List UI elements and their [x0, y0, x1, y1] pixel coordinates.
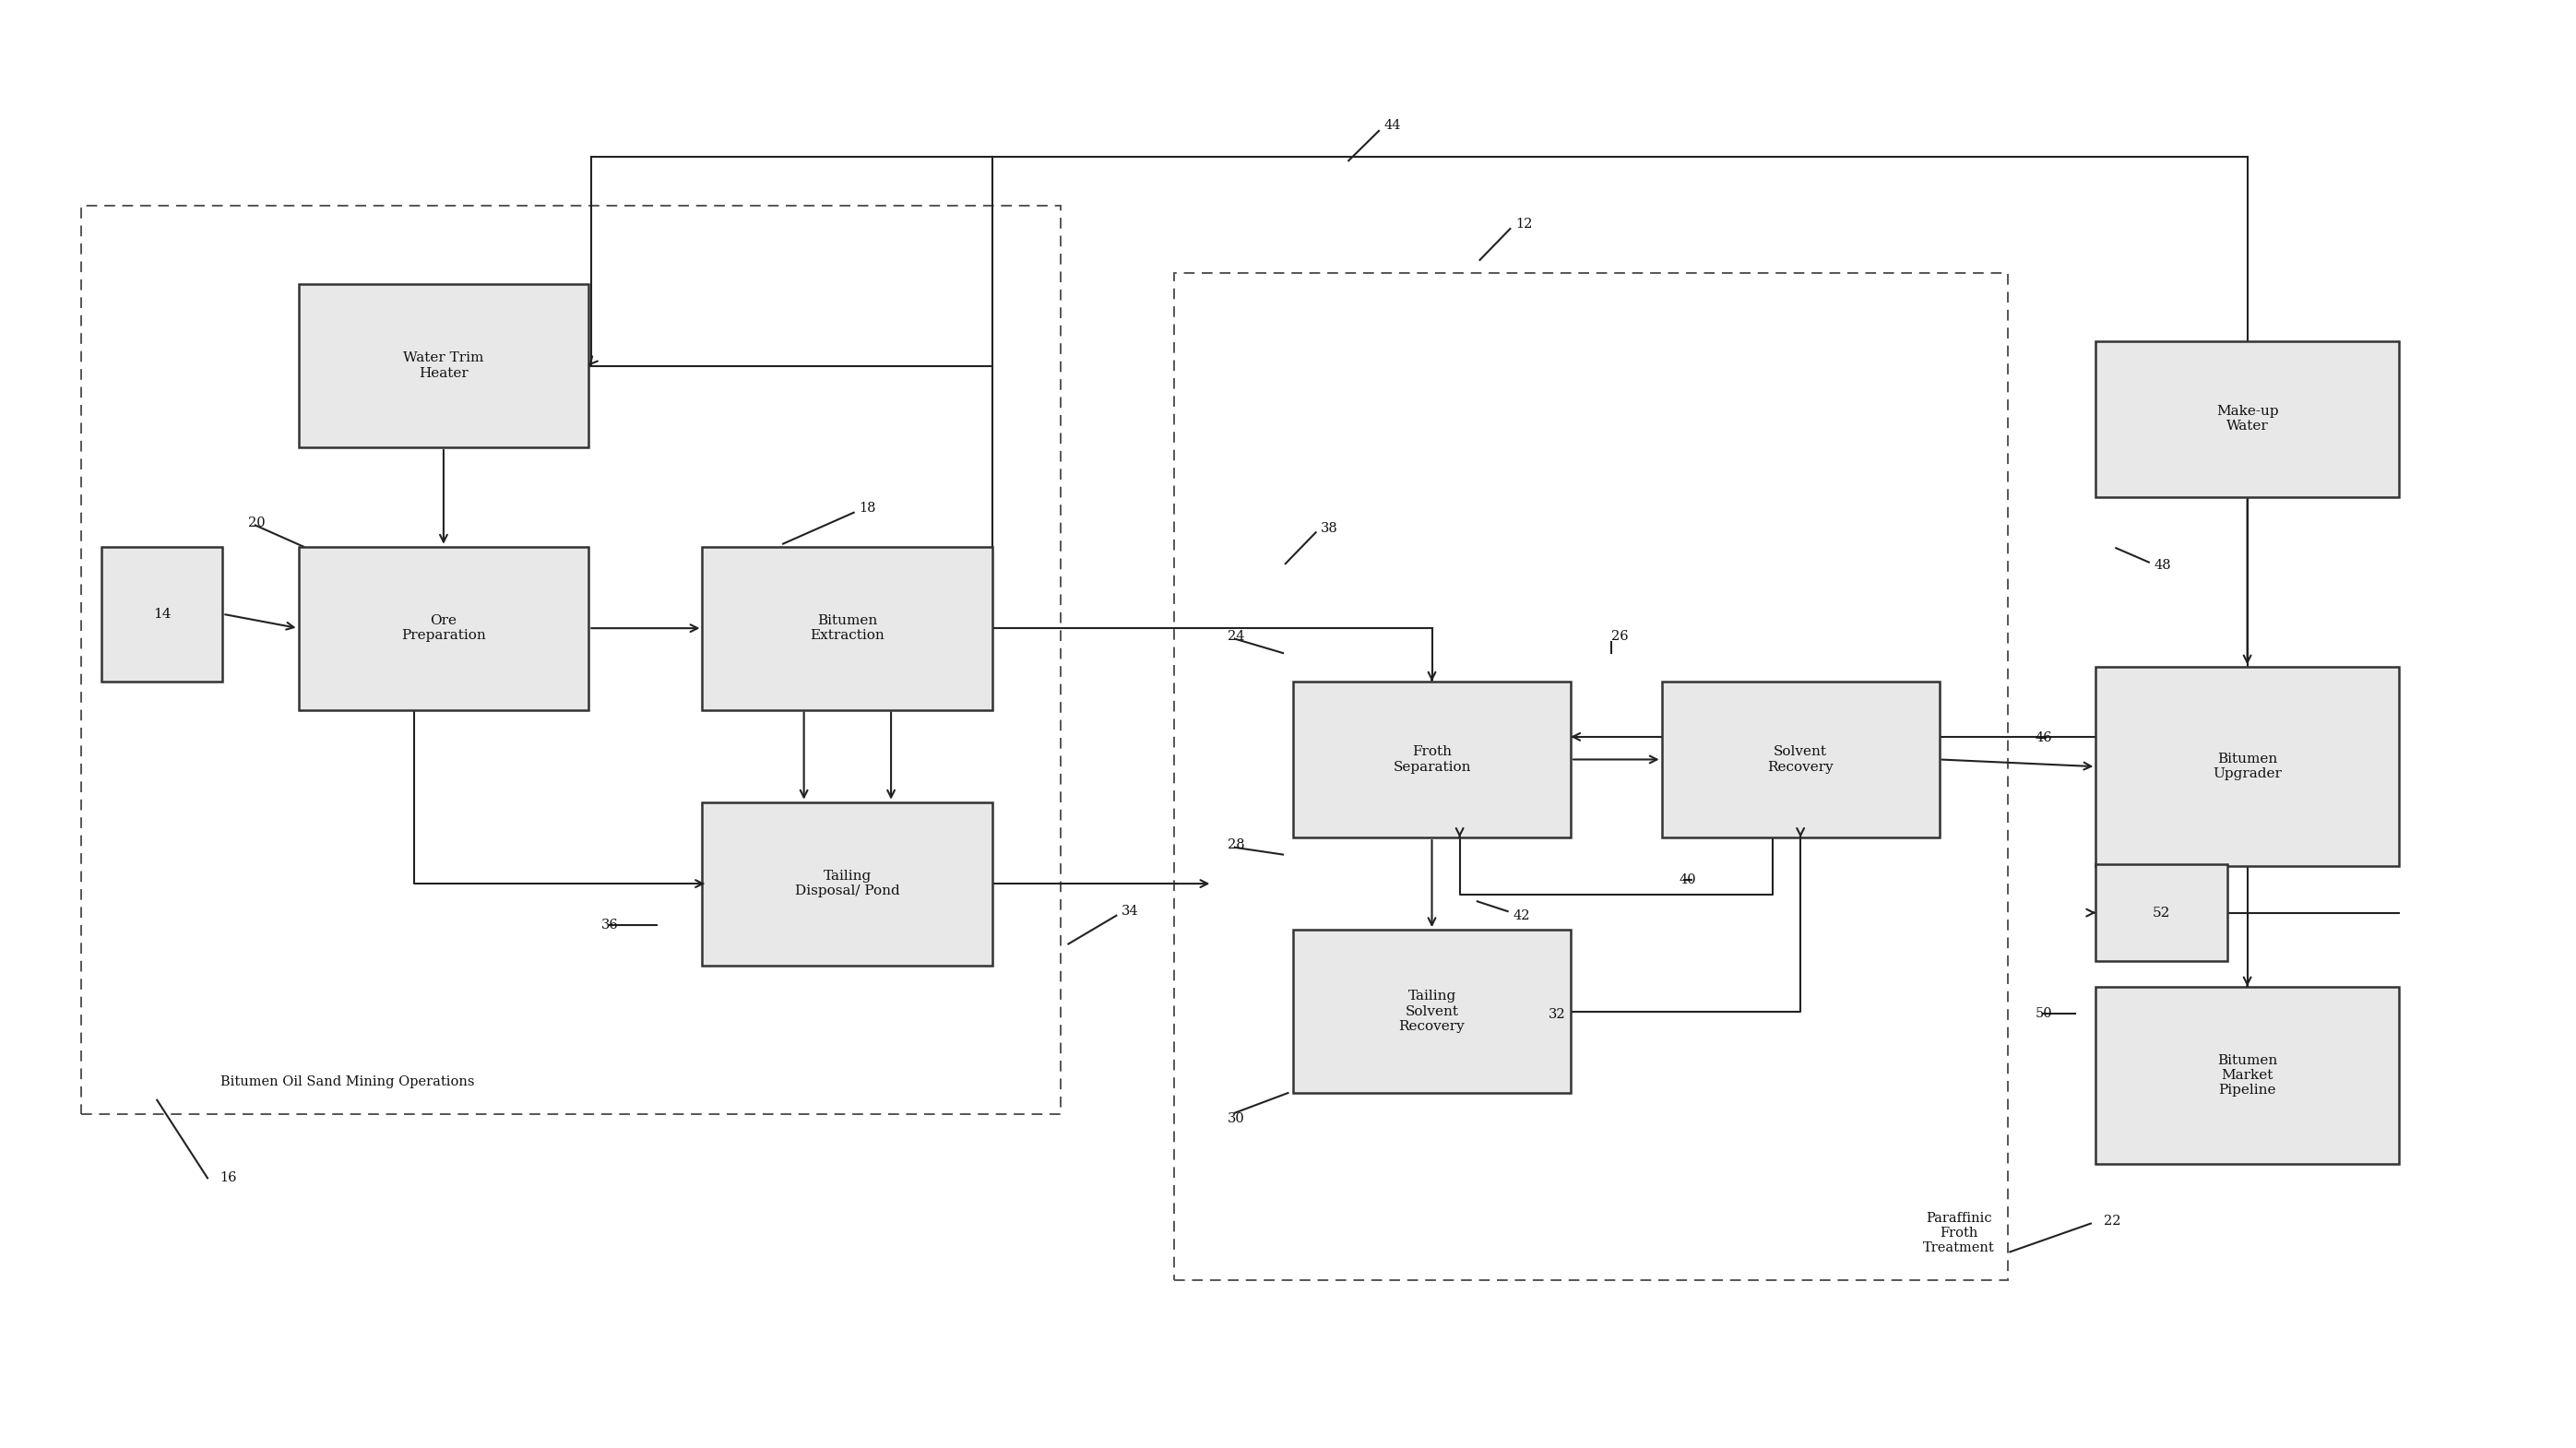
- Text: 34: 34: [1121, 905, 1139, 918]
- Text: Tailing
Disposal/ Pond: Tailing Disposal/ Pond: [796, 870, 899, 898]
- Bar: [82, 206, 1061, 1115]
- Text: 42: 42: [1512, 909, 1530, 922]
- Bar: [1293, 930, 1571, 1093]
- Text: Bitumen Oil Sand Mining Operations: Bitumen Oil Sand Mining Operations: [219, 1076, 474, 1089]
- Bar: [2097, 340, 2398, 497]
- Bar: [299, 284, 590, 447]
- Text: Bitumen
Upgrader: Bitumen Upgrader: [2213, 753, 2282, 780]
- Bar: [2097, 986, 2398, 1164]
- Text: 36: 36: [600, 919, 618, 933]
- Text: 28: 28: [1226, 838, 1244, 851]
- Text: 52: 52: [2154, 906, 2172, 919]
- Text: 18: 18: [858, 502, 876, 514]
- Text: 46: 46: [2035, 731, 2053, 744]
- Bar: [1175, 272, 2007, 1280]
- Text: 20: 20: [247, 515, 265, 529]
- Text: 40: 40: [1680, 873, 1698, 886]
- Bar: [703, 802, 992, 966]
- Bar: [100, 547, 222, 682]
- Text: 48: 48: [2154, 559, 2172, 572]
- Bar: [2097, 668, 2398, 866]
- Bar: [1662, 682, 1940, 837]
- Text: 22: 22: [2105, 1215, 2120, 1226]
- Text: 26: 26: [1610, 630, 1628, 643]
- Text: 14: 14: [152, 608, 170, 621]
- Text: 30: 30: [1226, 1112, 1244, 1125]
- Text: 44: 44: [1383, 119, 1401, 132]
- Bar: [703, 547, 992, 710]
- Text: Tailing
Solvent
Recovery: Tailing Solvent Recovery: [1399, 990, 1466, 1032]
- Text: Solvent
Recovery: Solvent Recovery: [1767, 746, 1834, 773]
- Text: Paraffinic
Froth
Treatment: Paraffinic Froth Treatment: [1924, 1212, 1994, 1255]
- Text: Ore
Preparation: Ore Preparation: [402, 614, 487, 641]
- Text: 12: 12: [1515, 219, 1533, 230]
- Text: Bitumen
Extraction: Bitumen Extraction: [811, 614, 884, 641]
- Text: Bitumen
Market
Pipeline: Bitumen Market Pipeline: [2218, 1054, 2277, 1096]
- Bar: [299, 547, 590, 710]
- Text: 16: 16: [219, 1171, 237, 1184]
- Text: Make-up
Water: Make-up Water: [2215, 405, 2280, 433]
- Bar: [2097, 864, 2228, 961]
- Text: 50: 50: [2035, 1006, 2053, 1019]
- Text: Froth
Separation: Froth Separation: [1394, 746, 1471, 773]
- Text: 38: 38: [1321, 521, 1337, 534]
- Text: 24: 24: [1226, 630, 1244, 643]
- Bar: [1293, 682, 1571, 837]
- Text: 32: 32: [1548, 1008, 1566, 1021]
- Text: Water Trim
Heater: Water Trim Heater: [404, 352, 484, 379]
